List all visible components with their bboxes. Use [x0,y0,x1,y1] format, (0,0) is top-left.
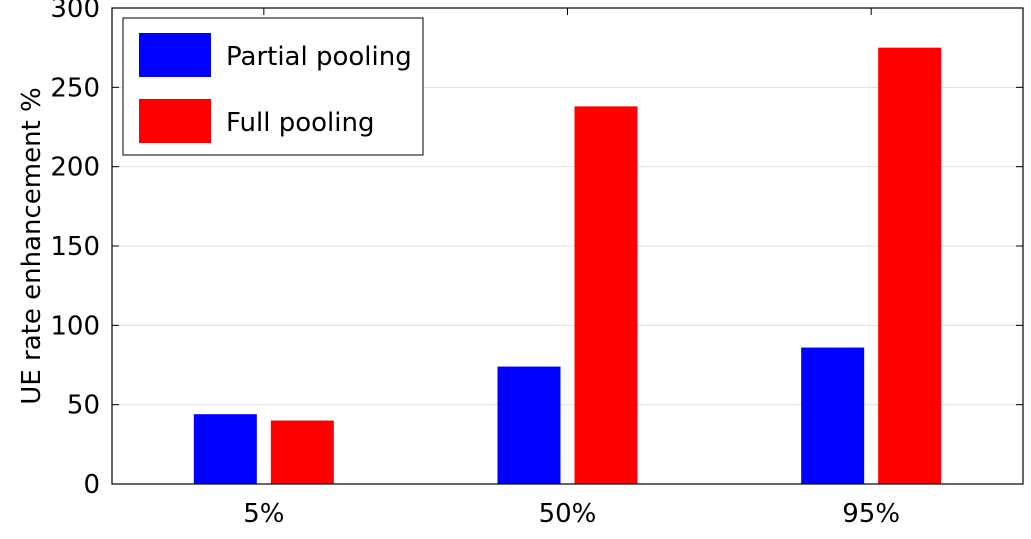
y-tick-label: 50 [67,391,100,421]
bar-full-pooling-3 [878,47,942,485]
y-tick-label: 150 [50,232,100,262]
bar-partial-pooling-1 [193,414,257,484]
y-tick-label: 0 [83,470,100,500]
x-tick-label: 95% [842,499,900,529]
legend-label-full-pooling: Full pooling [226,108,374,138]
bar-partial-pooling-2 [497,366,561,484]
legend-swatch-partial-pooling [139,33,211,77]
x-tick-labels: 5% 50% 95% [243,499,900,529]
legend-label-partial-pooling: Partial pooling [226,42,412,72]
y-axis-label: UE rate enhancement % [17,87,47,404]
y-tick-label: 200 [50,153,100,183]
y-tick-label: 300 [50,0,100,24]
bar-partial-pooling-3 [801,347,865,484]
bars [193,47,942,485]
y-tick-label: 250 [50,73,100,103]
y-tick-label: 100 [50,311,100,341]
x-tick-label: 5% [243,499,284,529]
axes [111,7,1024,485]
x-tick-label: 50% [539,499,597,529]
bar-full-pooling-1 [270,420,334,484]
bar-full-pooling-2 [574,106,638,484]
legend: Partial pooling Full pooling [122,17,424,156]
legend-swatch-full-pooling [139,99,211,143]
y-tick-labels: 0 50 100 150 200 250 300 [50,0,100,500]
